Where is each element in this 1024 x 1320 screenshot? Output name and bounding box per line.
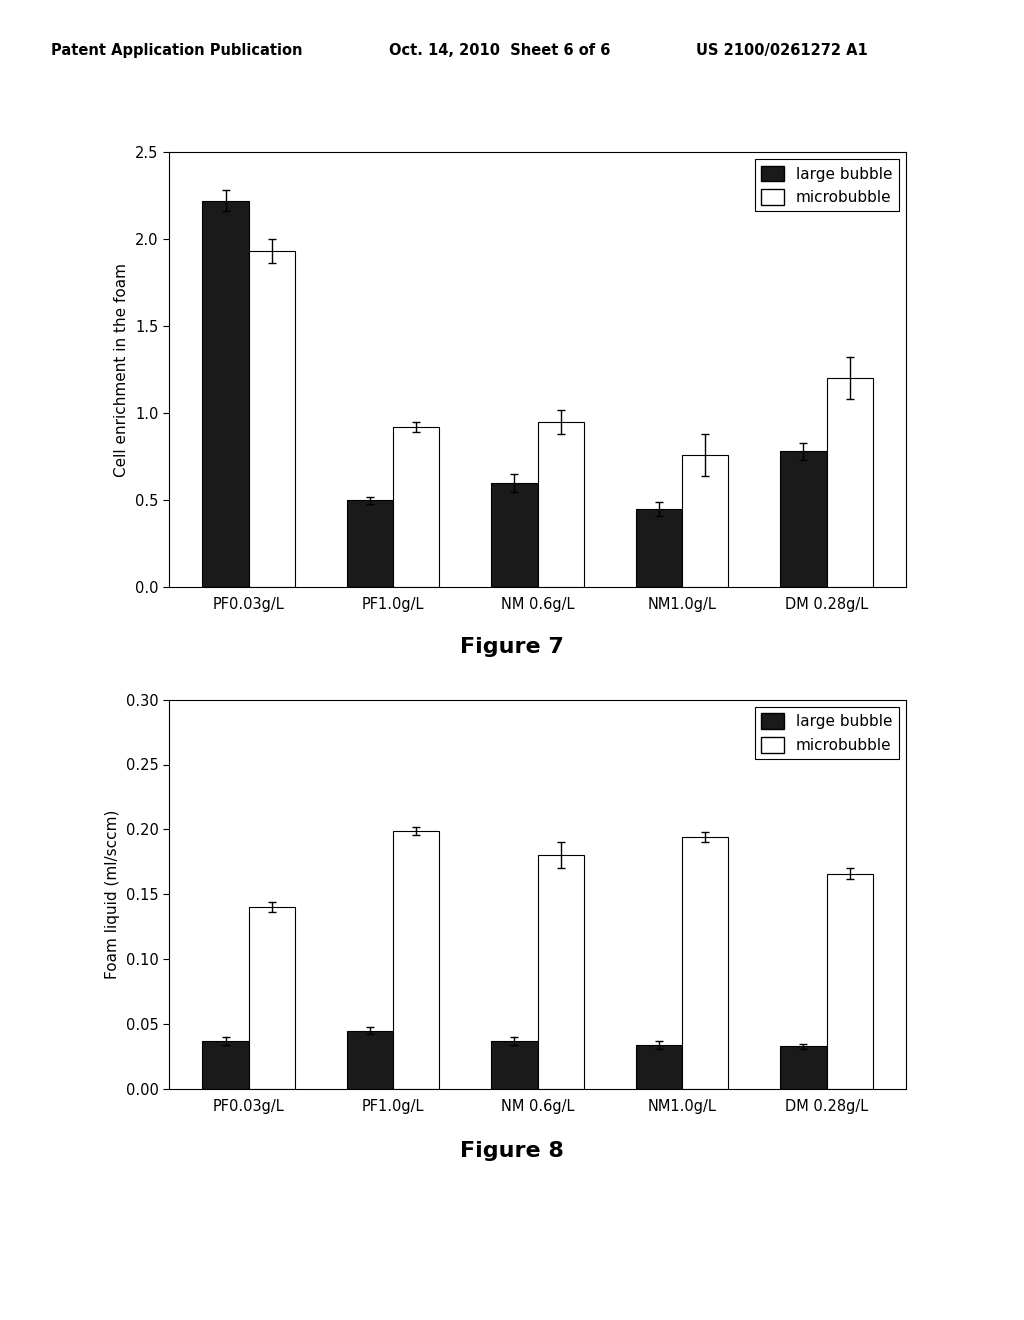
Bar <box>203 201 249 587</box>
Bar <box>780 1047 826 1089</box>
Bar <box>393 428 439 587</box>
Bar <box>347 500 393 587</box>
Bar <box>492 1041 538 1089</box>
Bar <box>636 1045 682 1089</box>
Bar <box>393 830 439 1089</box>
Y-axis label: Foam liquid (ml/sccm): Foam liquid (ml/sccm) <box>105 809 120 979</box>
Y-axis label: Cell enrichment in the foam: Cell enrichment in the foam <box>115 263 129 477</box>
Bar <box>249 251 295 587</box>
Text: Figure 7: Figure 7 <box>460 636 564 657</box>
Bar <box>826 874 872 1089</box>
Bar <box>682 837 728 1089</box>
Bar <box>203 1041 249 1089</box>
Legend: large bubble, microbubble: large bubble, microbubble <box>755 708 899 759</box>
Legend: large bubble, microbubble: large bubble, microbubble <box>755 160 899 211</box>
Bar <box>636 510 682 587</box>
Bar <box>682 455 728 587</box>
Bar <box>249 907 295 1089</box>
Text: Figure 8: Figure 8 <box>460 1140 564 1162</box>
Text: Oct. 14, 2010  Sheet 6 of 6: Oct. 14, 2010 Sheet 6 of 6 <box>389 42 610 58</box>
Text: Patent Application Publication: Patent Application Publication <box>51 42 303 58</box>
Text: US 2100/0261272 A1: US 2100/0261272 A1 <box>696 42 868 58</box>
Bar <box>538 422 584 587</box>
Bar <box>538 855 584 1089</box>
Bar <box>780 451 826 587</box>
Bar <box>347 1031 393 1089</box>
Bar <box>492 483 538 587</box>
Bar <box>826 379 872 587</box>
